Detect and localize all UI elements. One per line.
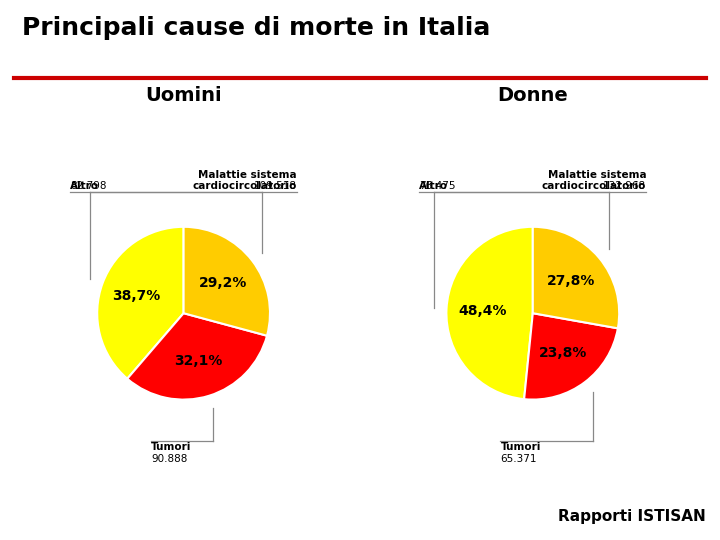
Text: 27,8%: 27,8% (547, 274, 595, 288)
Text: Rapporti ISTISAN: Rapporti ISTISAN (558, 509, 706, 524)
Text: Principali cause di morte in Italia: Principali cause di morte in Italia (22, 16, 490, 40)
Text: Malattie sistema
cardiocircolatorio: Malattie sistema cardiocircolatorio (193, 170, 297, 191)
Wedge shape (184, 227, 270, 336)
Wedge shape (446, 227, 533, 399)
Text: Uomini: Uomini (145, 86, 222, 105)
Text: Altro: Altro (419, 181, 449, 191)
Text: Tumori: Tumori (151, 442, 192, 452)
Wedge shape (97, 227, 184, 379)
Text: 38,7%: 38,7% (112, 289, 161, 303)
Wedge shape (524, 313, 618, 400)
Text: 90.888: 90.888 (151, 454, 188, 464)
Text: 65.371: 65.371 (500, 454, 537, 464)
Text: 29,2%: 29,2% (199, 276, 248, 290)
Text: 132.968: 132.968 (603, 158, 647, 191)
Text: Donne: Donne (498, 86, 568, 105)
Text: 109.518: 109.518 (254, 158, 297, 191)
Text: 32,1%: 32,1% (174, 354, 222, 368)
Text: Tumori: Tumori (500, 442, 541, 452)
Text: 23,8%: 23,8% (539, 346, 588, 360)
Text: Malattie sistema
cardiocircolatorio: Malattie sistema cardiocircolatorio (542, 170, 647, 191)
Text: 48,4%: 48,4% (459, 303, 507, 318)
Wedge shape (533, 227, 619, 328)
Text: Altro: Altro (70, 181, 99, 191)
Text: 82.798: 82.798 (70, 170, 107, 191)
Wedge shape (127, 313, 267, 400)
Text: 76.475: 76.475 (419, 170, 456, 191)
